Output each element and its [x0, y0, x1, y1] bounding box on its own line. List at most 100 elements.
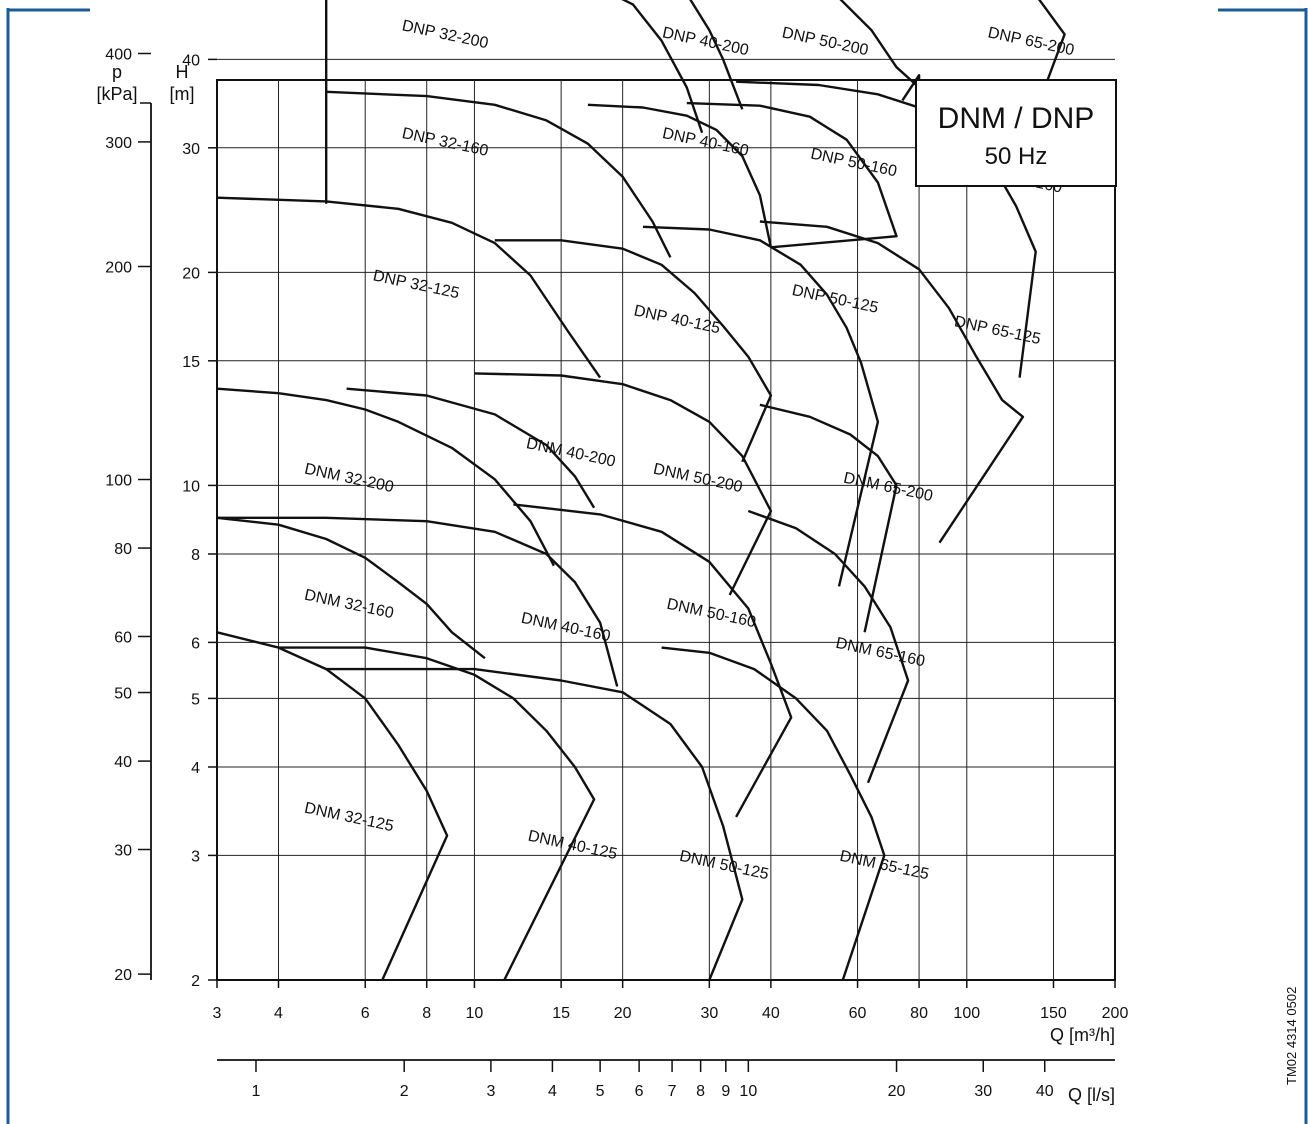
curve-dnm-65-200 [759, 403, 898, 633]
curve-label: DNM 40-200 [525, 435, 617, 471]
y-tick-label: 40 [182, 52, 200, 69]
ls-tick-label: 6 [635, 1083, 644, 1100]
ls-tick-label: 30 [974, 1083, 992, 1100]
pressure-axis-symbol: p [112, 62, 122, 82]
curve-label: DNM 32-160 [303, 587, 395, 623]
x-tick-label: 3 [213, 1005, 222, 1022]
curve-label: DNP 50-200 [780, 24, 869, 59]
p-tick-label: 100 [105, 473, 132, 490]
flow-axis-title-ls: Q [l/s] [1068, 1085, 1115, 1105]
curve-dnp-40-200 [689, 0, 744, 110]
y-tick-label: 5 [191, 691, 200, 708]
p-tick-label: 80 [114, 541, 132, 558]
x-tick-label: 8 [422, 1005, 431, 1022]
curve-label: DNP 40-160 [661, 125, 750, 160]
curve-dnp-65-200 [1018, 0, 1066, 156]
p-tick-label: 20 [114, 967, 132, 984]
axis-layer: 3 4 6 8 10 15 20 30 40 60 80 100 150 2002345681015203… [105, 0, 1128, 1100]
curve-dnp-32-160 [326, 90, 672, 258]
chart-subtitle: 50 Hz [985, 143, 1048, 170]
curve-label: DNM 40-160 [520, 610, 612, 646]
curve-dnm-50-125 [326, 667, 744, 981]
y-tick-label: 2 [191, 973, 200, 990]
curve-dnp-50-160 [686, 101, 898, 249]
p-tick-label: 200 [105, 260, 132, 277]
x-tick-label: 15 [552, 1005, 570, 1022]
curve-dnm-40-200 [346, 387, 596, 509]
curve-dnm-40-125 [278, 646, 596, 981]
ls-tick-label: 20 [888, 1083, 906, 1100]
curve-label: DNM 65-160 [834, 635, 926, 671]
x-tick-label: 10 [466, 1005, 484, 1022]
curve-label: DNP 32-200 [400, 17, 489, 52]
curve-dnp-65-125 [759, 220, 1025, 544]
p-tick-label: 60 [114, 629, 132, 646]
curve-layer [216, 0, 1066, 981]
y-tick-label: 50 [182, 0, 200, 1]
ls-tick-label: 9 [721, 1083, 730, 1100]
curve-dnp-40-125 [494, 239, 773, 463]
x-tick-label: 4 [274, 1005, 283, 1022]
curve-dnp-32-125 [216, 196, 602, 379]
plot-area-border [216, 79, 1116, 981]
curve-label: DNM 32-200 [303, 461, 395, 497]
y-tick-label: 3 [191, 848, 200, 865]
grid-layer [216, 58, 1116, 981]
ls-tick-label: 1 [252, 1083, 261, 1100]
y-tick-label: 10 [182, 478, 200, 495]
x-tick-label: 30 [700, 1005, 718, 1022]
ls-tick-label: 2 [400, 1083, 409, 1100]
curve-dnm-65-125 [661, 646, 886, 981]
curve-label: DNM 50-200 [652, 461, 744, 497]
curve-dnp-32-200 [325, 0, 704, 204]
ls-tick-label: 5 [596, 1083, 605, 1100]
y-tick-label: 30 [182, 141, 200, 158]
curve-label: DNP 40-200 [661, 24, 750, 59]
reference-code: TM02 4314 0502 [1284, 987, 1299, 1085]
ls-tick-label: 4 [548, 1083, 557, 1100]
curve-dnm-50-160 [513, 503, 793, 818]
x-tick-label: 200 [1102, 1005, 1129, 1022]
p-tick-label: 400 [105, 46, 132, 63]
x-tick-label: 20 [614, 1005, 632, 1022]
x-tick-label: 6 [361, 1005, 370, 1022]
y-tick-label: 6 [191, 635, 200, 652]
curve-dnm-40-160 [217, 516, 619, 687]
flow-axis-title-m3h: Q [m³/h] [1050, 1025, 1115, 1045]
curve-label: DNM 50-125 [678, 848, 770, 884]
curve-label: DNP 50-125 [790, 282, 879, 317]
ls-tick-label: 10 [739, 1083, 757, 1100]
ls-tick-label: 8 [696, 1083, 705, 1100]
curve-label: DNM 65-200 [842, 470, 934, 506]
title-box: DNM / DNP 50 Hz [915, 79, 1117, 187]
p-tick-label: 30 [114, 843, 132, 860]
p-tick-label: 50 [114, 686, 132, 703]
page-frame [6, 8, 1308, 1124]
y-tick-label: 4 [191, 760, 200, 777]
curve-label: DNP 65-125 [953, 313, 1042, 348]
y-tick-label: 8 [191, 547, 200, 564]
x-tick-label: 80 [910, 1005, 928, 1022]
pressure-axis-unit: [kPa] [96, 84, 137, 104]
head-axis-symbol: H [176, 62, 189, 82]
curve-label: DNM 32-125 [303, 800, 395, 836]
chart-title: DNM / DNP [938, 102, 1095, 135]
curve-dnp-40-160 [587, 103, 773, 248]
curve-label: DNM 40-125 [526, 828, 618, 864]
curve-dnm-50-200 [474, 372, 773, 596]
curve-dnm-65-160 [747, 509, 910, 784]
curve-dnm-32-160 [216, 516, 486, 660]
x-tick-label: 60 [849, 1005, 867, 1022]
ls-tick-label: 7 [668, 1083, 677, 1100]
curve-label: DNM 50-160 [665, 596, 757, 632]
curve-dnp-50-125 [642, 225, 880, 587]
p-tick-label: 300 [105, 135, 132, 152]
head-axis-unit: [m] [170, 84, 195, 104]
x-tick-label: 100 [953, 1005, 980, 1022]
p-tick-label: 40 [114, 754, 132, 771]
ls-tick-label: 3 [486, 1083, 495, 1100]
y-tick-label: 20 [182, 265, 200, 282]
ls-tick-label: 40 [1036, 1083, 1054, 1100]
curve-dnm-32-125 [216, 631, 449, 981]
